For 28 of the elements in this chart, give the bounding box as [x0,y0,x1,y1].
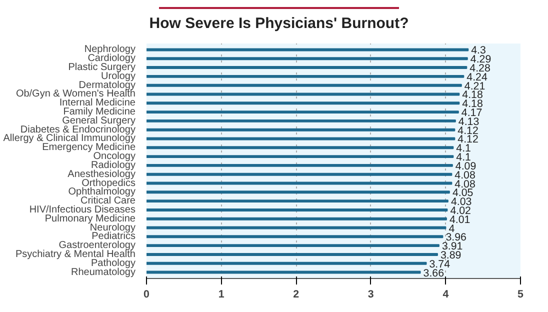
y-tick-label: Pulmonary Medicine [44,213,136,224]
y-tick-label: Nephrology [84,44,136,56]
data-label: 4.13 [458,116,480,128]
y-tick-label: HIV/Infectious Diseases [29,204,136,216]
y-tick-label: Anesthesiology [68,168,136,180]
data-label: 4.24 [466,71,488,84]
y-tick-label: Cardiology [88,53,136,64]
y-tick-label: Orthopedics [82,178,136,189]
x-tick-label: 1 [218,288,224,300]
y-tick-label: Ophthalmology [68,186,136,198]
y-tick-label: Rheumatology [71,266,136,278]
y-tick-label: General Surgery [62,115,136,126]
chart-title: How Severe Is Physicians' Burnout? [149,14,409,34]
y-tick-label: Urology [101,70,136,82]
x-tick-label: 4 [442,288,449,300]
x-tick-label: 3 [368,288,374,300]
y-tick-label: Pathology [91,258,136,269]
x-tick-label: 5 [518,288,524,300]
y-tick-label: Radiology [91,160,136,171]
x-tick-label: 0 [144,288,150,300]
y-tick-label: Dermatology [78,80,136,91]
y-tick-label: Oncology [93,151,136,162]
y-tick-label: Gastroenterology [58,240,136,252]
x-tick-label: 2 [293,288,300,300]
y-tick-label: Plastic Surgery [68,62,136,74]
y-tick-label: Psychiatry & Mental Health [15,248,136,260]
y-tick-label: Neurology [90,222,136,234]
y-tick-label: Allergy & Clinical Immunology [3,133,136,144]
